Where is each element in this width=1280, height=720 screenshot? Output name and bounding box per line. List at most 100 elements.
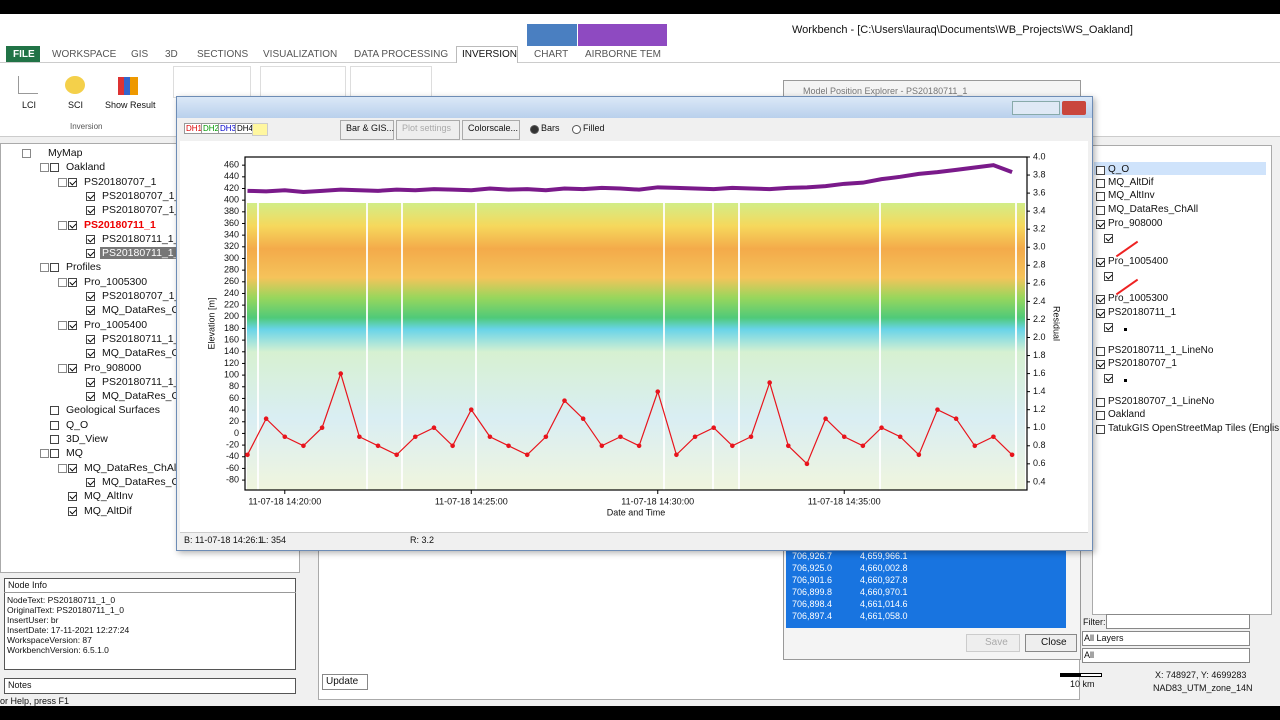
layer-checkbox[interactable] [1096, 179, 1105, 188]
layer-checkbox[interactable] [1096, 411, 1105, 420]
layer-checkbox[interactable] [1096, 360, 1105, 369]
layer-name[interactable]: MQ_AltInv [1108, 190, 1155, 201]
checkbox[interactable] [50, 449, 59, 459]
checkbox[interactable] [50, 406, 59, 416]
tree-node[interactable]: MQ_AltInv [84, 490, 134, 503]
checkbox[interactable] [68, 277, 77, 287]
checkbox[interactable] [68, 363, 77, 373]
checkbox[interactable] [68, 492, 77, 502]
layer-checkbox[interactable] [1096, 347, 1105, 356]
expander[interactable] [58, 277, 67, 287]
tree-node[interactable]: Pro_1005400 [84, 318, 148, 331]
layer-checkbox[interactable] [1096, 258, 1105, 267]
tree-node[interactable]: MQ_DataRes_Ch [102, 390, 185, 403]
layer-checkbox[interactable] [1096, 206, 1105, 215]
radio-label[interactable]: Bars [541, 123, 560, 133]
window-buttons[interactable] [1012, 101, 1060, 115]
ribbon-tab[interactable]: CHART [534, 49, 569, 60]
tree-node[interactable]: Q_O [66, 418, 89, 431]
checkbox[interactable] [86, 292, 95, 301]
checkbox[interactable] [86, 206, 95, 216]
tree-node[interactable]: Geological Surfaces [66, 404, 160, 417]
tree-node[interactable]: MQ [66, 447, 83, 460]
layer-name[interactable]: Q_O [1108, 164, 1130, 175]
toolbar-button[interactable] [462, 120, 520, 140]
ribbon-button[interactable]: SCI [68, 100, 84, 110]
tree-node[interactable]: PS20180711_1_C [102, 332, 188, 345]
tree-node[interactable]: PS20180711_1_C [100, 247, 190, 260]
legend-checkbox[interactable] [1104, 234, 1113, 243]
tree-node[interactable]: MQ_DataRes_ChAll [84, 461, 179, 474]
dropdown-label[interactable]: All [1084, 650, 1095, 660]
toolbar-button[interactable] [396, 120, 460, 140]
checkbox[interactable] [86, 392, 95, 402]
layer-name[interactable]: TatukGIS OpenStreetMap Tiles (Englis [1108, 423, 1280, 434]
button-label[interactable]: Save [985, 637, 1008, 648]
dropdown[interactable] [1082, 648, 1250, 663]
tree-node[interactable]: PS20180707_1_C [102, 290, 188, 302]
toolbar-button-label[interactable]: Colorscale... [468, 123, 519, 133]
tree-node[interactable]: PS20180707_1_C [102, 204, 188, 217]
ribbon-tab[interactable]: VISUALIZATION [263, 49, 338, 60]
tree-node[interactable]: MQ_DataRes_Ch [102, 304, 185, 317]
layer-name[interactable]: PS20180711_1 [1108, 307, 1177, 318]
expander[interactable] [58, 177, 67, 187]
expander[interactable] [58, 363, 67, 373]
expander[interactable] [58, 463, 67, 473]
ribbon-tab[interactable]: 3D [165, 49, 178, 60]
legend-checkbox[interactable] [1104, 374, 1113, 383]
checkbox[interactable] [86, 349, 95, 359]
ribbon-button[interactable]: Show Result [105, 100, 156, 110]
toolbar-button-label[interactable]: Plot settings [402, 123, 452, 133]
button[interactable] [1025, 634, 1077, 652]
ribbon-tab[interactable]: SECTIONS [197, 49, 249, 60]
layer-checkbox[interactable] [1096, 309, 1105, 318]
button-label[interactable]: Close [1041, 637, 1067, 648]
checkbox[interactable] [68, 177, 77, 187]
checkbox[interactable] [50, 163, 59, 173]
layer-name[interactable]: MQ_DataRes_ChAll [1108, 204, 1199, 215]
tree-node[interactable]: PS20180707_1_b [102, 189, 187, 202]
legend-checkbox[interactable] [1104, 272, 1113, 281]
update-dropdown[interactable] [322, 674, 368, 690]
ribbon-tab[interactable]: FILE [13, 49, 35, 60]
tree-node[interactable]: PS20180711_1_C [102, 375, 188, 388]
checkbox[interactable] [68, 220, 77, 230]
expander[interactable] [40, 263, 49, 273]
tree-node[interactable]: PS20180711_1 [84, 218, 156, 231]
tree-node[interactable]: PS20180707_1 [84, 175, 157, 188]
checkbox[interactable] [50, 263, 59, 273]
checkbox[interactable] [50, 435, 59, 444]
tree-node[interactable]: PS20180711_1_b [102, 232, 186, 245]
checkbox[interactable] [86, 334, 95, 344]
tree-node[interactable]: 3D_View [66, 433, 108, 445]
expander[interactable] [58, 220, 67, 230]
ribbon-tab[interactable]: GIS [131, 49, 149, 60]
tree-node[interactable]: Pro_908000 [84, 361, 142, 374]
layer-name[interactable]: PS20180707_1 [1108, 358, 1177, 369]
tree-node[interactable]: MQ_DataRes_Ch [102, 475, 185, 488]
checkbox[interactable] [86, 234, 95, 244]
tree-node[interactable]: MyMap [48, 147, 83, 159]
checkbox[interactable] [86, 377, 95, 387]
layer-name[interactable]: Oakland [1108, 409, 1146, 420]
radio[interactable] [572, 125, 581, 134]
checkbox[interactable] [86, 191, 95, 201]
tree-node[interactable]: Pro_1005300 [84, 275, 148, 288]
ribbon-tab[interactable]: WORKSPACE [52, 49, 117, 60]
close-button[interactable] [1062, 101, 1086, 115]
tree-node[interactable]: MQ_DataRes_Ch [102, 347, 185, 360]
radio-label[interactable]: Filled [583, 123, 605, 133]
layer-checkbox[interactable] [1096, 220, 1105, 229]
layer-name[interactable]: PS20180707_1_LineNo [1108, 396, 1215, 407]
layer-checkbox[interactable] [1096, 166, 1105, 175]
layer-name[interactable]: Pro_1005400 [1108, 256, 1169, 267]
toolbar-button[interactable] [340, 120, 394, 140]
checkbox[interactable] [86, 249, 95, 259]
tree-node[interactable]: MQ_AltDif [84, 504, 132, 517]
dropdown[interactable] [1082, 631, 1250, 646]
layer-checkbox[interactable] [1096, 425, 1105, 434]
layer-name[interactable]: PS20180711_1_LineNo [1108, 345, 1214, 356]
expander[interactable] [40, 449, 49, 459]
legend-checkbox[interactable] [1104, 323, 1113, 332]
